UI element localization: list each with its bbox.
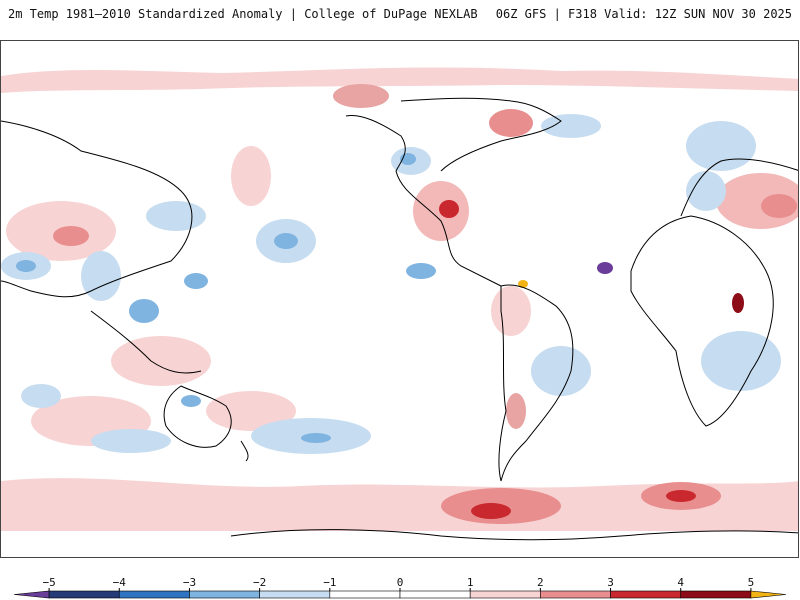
colorbar-bin bbox=[259, 590, 331, 599]
coastlines bbox=[1, 97, 798, 541]
warm-anomaly-layer bbox=[1, 67, 798, 531]
colorbar-bin bbox=[48, 590, 120, 599]
colorbar-bin bbox=[399, 590, 471, 599]
colorbar-tick-label: −2 bbox=[253, 576, 267, 589]
colorbar-tick-label: −5 bbox=[42, 576, 56, 589]
colorbar-bin bbox=[13, 590, 50, 599]
map-title: 2m Temp 1981–2010 Standardized Anomaly |… bbox=[8, 7, 478, 21]
colorbar-tick-label: 5 bbox=[747, 576, 755, 589]
colorbar-tick-label: −4 bbox=[112, 576, 126, 589]
map-header: 2m Temp 1981–2010 Standardized Anomaly |… bbox=[0, 0, 800, 40]
colorbar-tick-label: 4 bbox=[677, 576, 685, 589]
cool-anomaly-layer bbox=[1, 114, 781, 454]
colorbar-tick-label: −3 bbox=[182, 576, 197, 589]
anomaly-colorbar: −5 −4 −3 −2 −1 0 1 2 3 4 5 bbox=[0, 568, 800, 600]
colorbar-tick-label: 2 bbox=[537, 576, 544, 589]
colorbar-bin bbox=[329, 590, 401, 599]
colorbar-tick-label: −1 bbox=[323, 576, 337, 589]
colorbar-bin bbox=[189, 590, 260, 599]
colorbar-strip bbox=[13, 588, 787, 599]
map-canvas bbox=[1, 67, 798, 541]
colorbar-bin bbox=[610, 590, 682, 599]
colorbar-tick-label: 1 bbox=[466, 576, 474, 589]
anomaly-map[interactable] bbox=[0, 40, 799, 558]
colorbar-bin bbox=[118, 590, 190, 599]
colorbar-bin bbox=[750, 590, 787, 599]
colorbar-bin bbox=[469, 590, 541, 599]
colorbar-bin bbox=[680, 590, 752, 599]
colorbar-tick-label: 0 bbox=[396, 576, 404, 589]
model-run-info: 06Z GFS | F318 Valid: 12Z SUN NOV 30 202… bbox=[495, 7, 792, 21]
colorbar-bin bbox=[540, 590, 611, 599]
colorbar-tick-label: 3 bbox=[607, 576, 614, 589]
